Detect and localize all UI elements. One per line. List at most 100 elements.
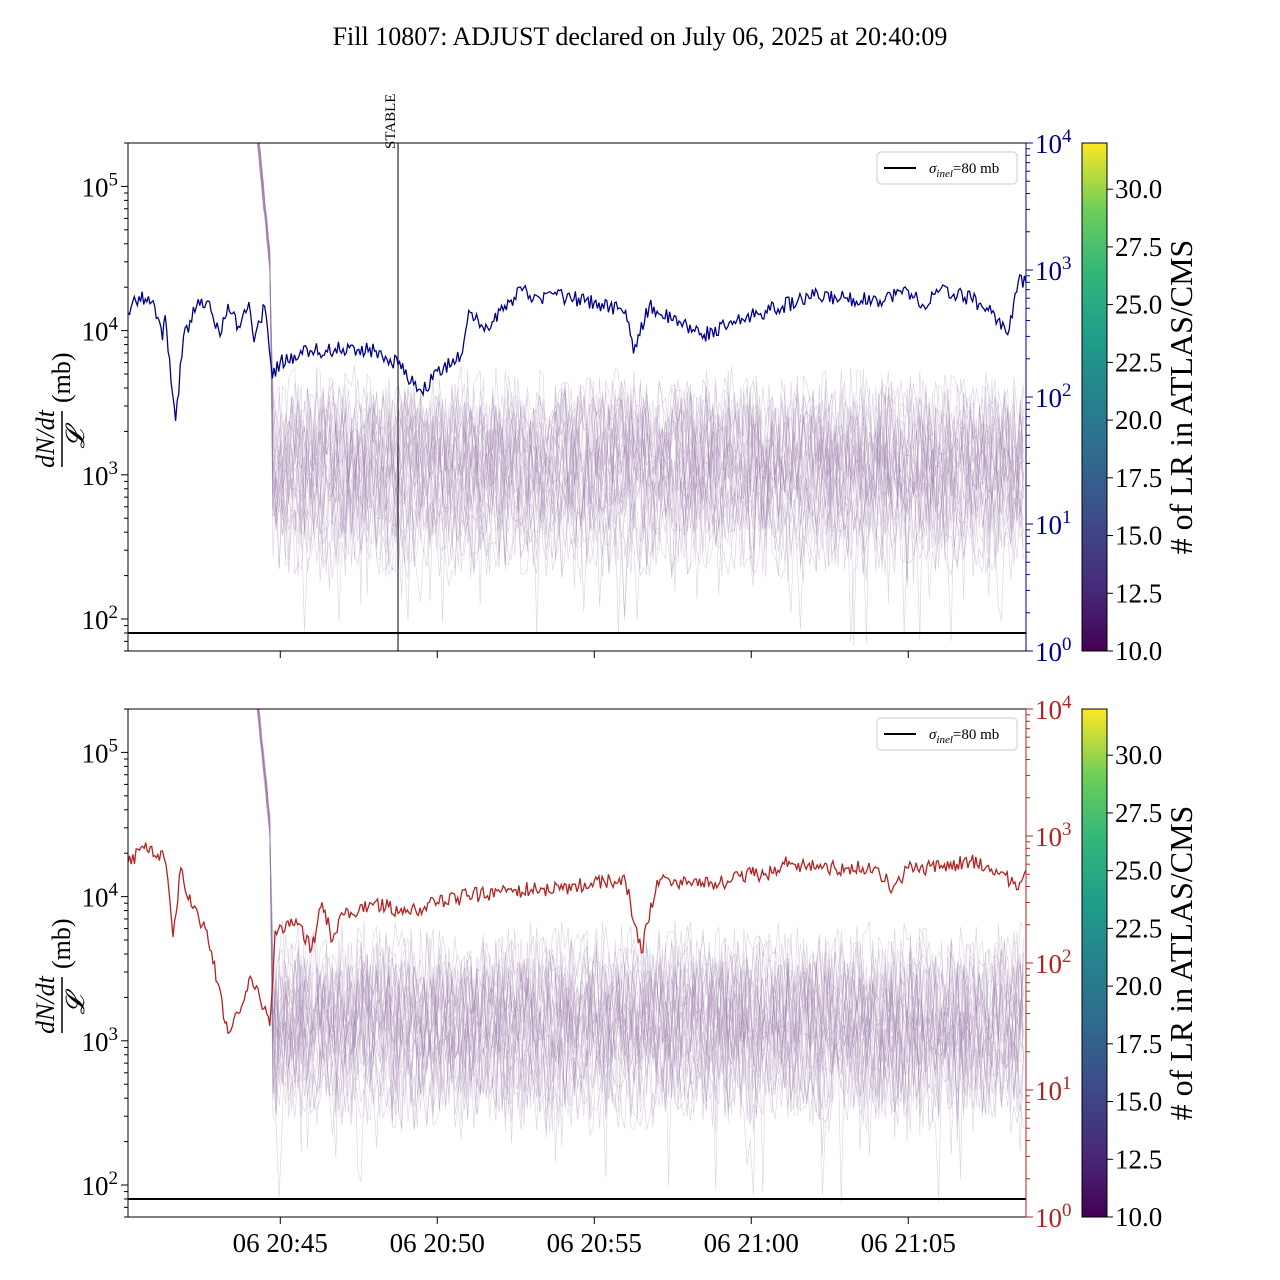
- axes-frame: [127, 708, 1027, 1218]
- background-trace: [257, 709, 1024, 1142]
- background-trace: [257, 143, 1024, 603]
- background-trace: [258, 709, 1024, 1204]
- background-trace: [256, 709, 1024, 1132]
- left-tick-label: 105: [82, 169, 119, 202]
- background-trace: [256, 709, 1024, 1101]
- background-trace: [258, 709, 1024, 1125]
- background-trace: [256, 709, 1024, 1098]
- background-trace: [258, 709, 1024, 1179]
- y-label-denominator: 𝓛: [61, 988, 90, 1014]
- colorbar-tick-label: 17.5: [1115, 1029, 1162, 1059]
- background-trace: [258, 709, 1024, 1116]
- x-tick-label: 06 21:00: [704, 1228, 799, 1258]
- x-tick-label: 06 20:45: [233, 1228, 328, 1258]
- colorbar-tick-label: 10.0: [1115, 636, 1162, 666]
- legend-box: [876, 151, 1018, 185]
- colorbar-tick-label: 12.5: [1115, 578, 1162, 608]
- x-tick-label: 06 20:50: [390, 1228, 485, 1258]
- right-tick-label: 101: [1035, 1073, 1072, 1106]
- background-trace: [257, 143, 1024, 566]
- stable-label: STABLE: [383, 94, 399, 149]
- y-axis-label: dN/dt 𝓛 (mb): [31, 918, 90, 1033]
- plot-area: [128, 709, 1026, 1204]
- y-label-numerator: dN/dt: [31, 409, 60, 468]
- legend-box: [876, 717, 1018, 751]
- colorbar-tick-label: 27.5: [1115, 232, 1162, 262]
- colorbar-tick-label: 25.0: [1115, 856, 1162, 886]
- right-tick-label: 101: [1035, 507, 1072, 540]
- right-tick-label: 103: [1035, 819, 1072, 852]
- background-trace: [257, 143, 1024, 634]
- background-trace: [258, 709, 1024, 1119]
- background-trace: [258, 709, 1024, 1106]
- background-trace: [258, 143, 1024, 605]
- background-trace: [257, 709, 1024, 1103]
- colorbar-tick-label: 22.5: [1115, 913, 1162, 943]
- colorbar-label: # of LR in ATLAS/CMS: [1163, 240, 1199, 555]
- colorbar-tick-label: 27.5: [1115, 798, 1162, 828]
- colorbar: [1081, 708, 1108, 1218]
- background-trace: [258, 143, 1024, 646]
- colorbar-tick-label: 15.0: [1115, 521, 1162, 551]
- background-trace: [258, 709, 1024, 1116]
- background-trace: [259, 143, 1024, 558]
- background-trace: [257, 143, 1024, 583]
- colorbar-tick-label: 10.0: [1115, 1202, 1162, 1232]
- bottom-panel: 102 103 104 105 100 101 102 103 104 06 20:45 06 20…: [31, 692, 1199, 1258]
- background-trace: [257, 143, 1024, 536]
- left-tick-label: 104: [82, 880, 119, 913]
- background-trace: [257, 709, 1024, 1146]
- background-trace: [257, 709, 1024, 1202]
- right-tick-label: 104: [1035, 692, 1072, 725]
- background-trace: [257, 143, 1024, 544]
- background-trace: [257, 143, 1024, 550]
- background-trace: [258, 143, 1024, 539]
- background-trace: [256, 709, 1024, 1107]
- background-trace: [257, 143, 1024, 605]
- colorbar-tick-label: 22.5: [1115, 347, 1162, 377]
- y-label-unit: (mb): [47, 352, 76, 403]
- colorbar-tick-label: 25.0: [1115, 290, 1162, 320]
- colorbar-tick-label: 15.0: [1115, 1087, 1162, 1117]
- background-trace: [257, 143, 1024, 546]
- background-trace: [257, 143, 1024, 641]
- series-line: [128, 273, 1026, 421]
- colorbar-tick-label: 17.5: [1115, 463, 1162, 493]
- plot-area: [128, 143, 1026, 646]
- left-tick-label: 104: [82, 314, 119, 347]
- colorbar-label: # of LR in ATLAS/CMS: [1163, 806, 1199, 1121]
- x-tick-label: 06 21:05: [861, 1228, 956, 1258]
- right-tick-label: 102: [1035, 380, 1072, 413]
- legend-label: σinel=80 mb: [929, 727, 999, 746]
- figure-title: Fill 10807: ADJUST declared on July 06, …: [333, 22, 948, 51]
- background-trace: [258, 143, 1024, 620]
- background-trace: [257, 143, 1024, 540]
- colorbar-tick-label: 20.0: [1115, 405, 1162, 435]
- background-trace: [258, 143, 1024, 532]
- left-tick-label: 103: [82, 1024, 119, 1057]
- background-trace: [256, 143, 1024, 561]
- right-tick-label: 102: [1035, 946, 1072, 979]
- colorbar-tick-label: 12.5: [1115, 1144, 1162, 1174]
- legend: σinel=80 mb: [876, 151, 1018, 185]
- series-line: [128, 842, 1026, 1035]
- y-axis-label: dN/dt 𝓛 (mb): [31, 352, 90, 467]
- background-trace: [258, 709, 1024, 1138]
- colorbar: [1081, 142, 1108, 652]
- right-tick-label: 104: [1035, 126, 1072, 159]
- legend: σinel=80 mb: [876, 717, 1018, 751]
- background-trace: [257, 143, 1024, 644]
- left-tick-label: 103: [82, 458, 119, 491]
- right-tick-label: 100: [1035, 1200, 1072, 1233]
- y-label-denominator: 𝓛: [61, 422, 90, 448]
- colorbar-tick-label: 30.0: [1115, 740, 1162, 770]
- background-trace: [258, 143, 1024, 583]
- background-trace: [258, 709, 1024, 1094]
- background-trace: [258, 143, 1024, 634]
- left-tick-label: 105: [82, 735, 119, 768]
- background-trace: [259, 143, 1024, 551]
- background-trace: [258, 709, 1024, 1190]
- background-trace: [258, 143, 1024, 588]
- right-tick-label: 103: [1035, 253, 1072, 286]
